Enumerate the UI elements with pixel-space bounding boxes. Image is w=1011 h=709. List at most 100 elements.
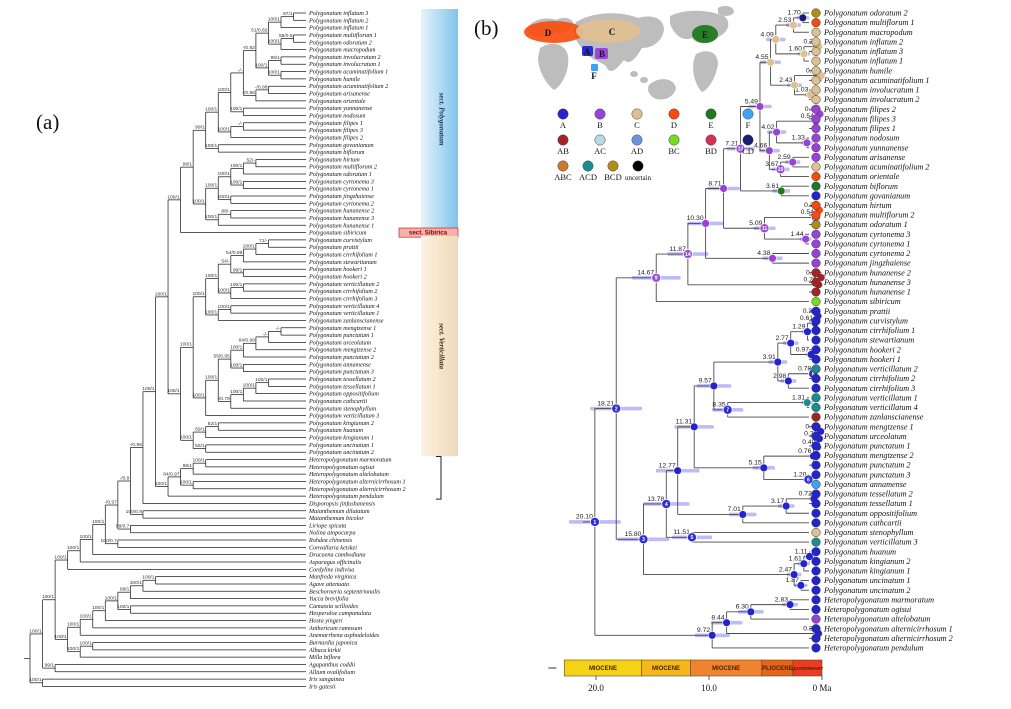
tip-dot [811, 412, 821, 422]
tip-label: Polygonatum punctatum 3 [308, 370, 374, 376]
legend-dot-C [631, 108, 643, 120]
support-value: 84/0.97 [163, 471, 180, 477]
tip-label: Polygonatum mengtzense 2 [823, 451, 914, 460]
tip-label: Polygonatum oppositifolium [823, 509, 917, 518]
legend-label-AC: AC [594, 146, 606, 156]
node-age-label: 15.80 [624, 531, 641, 538]
tip-dot [811, 422, 821, 432]
node-age-label: 1.33 [792, 135, 805, 142]
continent [538, 43, 569, 90]
tip-label: Polygonatum hookeri 2 [823, 345, 901, 354]
tree-a [24, 12, 306, 687]
tip-dot [811, 114, 821, 124]
support-value: 100/1 [92, 519, 105, 525]
support-value: 100/1 [230, 362, 243, 368]
support-value: 54/0.99 [226, 250, 243, 256]
support-value: 100/1 [67, 545, 80, 551]
tip-dot [811, 576, 821, 586]
node-dot [802, 138, 812, 148]
support-value: 100/0.7 [101, 538, 118, 544]
axis-tick-label: 20.0 [588, 683, 604, 693]
numbered-node [722, 404, 733, 415]
map-letter-E: E [702, 30, 708, 40]
tip-label: Polygonatum verticillatum 3 [823, 538, 918, 547]
tip-label: Polygonatum biflorum [823, 182, 898, 191]
tip-dot [811, 152, 821, 162]
panel-b-chronogram: 1.702.530.291.604.090.071.032.434.550.18… [524, 5, 953, 693]
tip-dot [811, 27, 821, 37]
tip-label: Heteropolygonatum ogisui [823, 605, 912, 614]
tip-dot [811, 489, 821, 499]
numbered-node [611, 403, 622, 414]
support-value: -/- [275, 326, 280, 332]
tip-dot [811, 431, 821, 441]
support-value: 88/- [221, 209, 230, 215]
tip-label: Polygonatum uncinatum 1 [308, 443, 374, 449]
legend-dot-uncertain [632, 160, 644, 172]
tip-dot [811, 402, 821, 412]
tip-label: Polygonatum urceolatum [823, 432, 907, 441]
tip-label: Polygonatum odoratum 1 [308, 172, 372, 178]
node-dot [801, 234, 810, 244]
support-value: 62/1 [208, 421, 218, 427]
node-age-label: 4.55 [755, 54, 768, 61]
tip-label: Heteropolygonatum altelobatum [308, 472, 389, 478]
tip-label: Polygonatum verticillatum 4 [823, 403, 918, 412]
node-age-label: 4.02 [761, 124, 774, 131]
tip-dot [811, 527, 821, 538]
region-B [595, 48, 608, 59]
node-age-label: 5.49 [745, 98, 758, 105]
support-value: 99/1 [195, 125, 205, 131]
legend-label-BC: BC [668, 146, 680, 156]
node-age-label: 1.44 [790, 231, 803, 238]
legend-dot-AC [594, 134, 606, 146]
tip-label: Polygonatum zanlanscianense [823, 413, 924, 422]
legend-dot-BCD [607, 160, 619, 172]
support-value: 69/1 [195, 426, 205, 432]
node-age-label: 3.61 [766, 183, 779, 190]
support-value: 99/1 [45, 663, 55, 669]
node-dot [803, 327, 812, 336]
node-age-label: 11.87 [669, 246, 686, 253]
epoch-label: PLIOCENE [762, 666, 793, 672]
tip-label: Agave attenuata [308, 582, 349, 588]
support-value: 96/1 [183, 463, 193, 469]
support-value: 54/- [221, 259, 230, 265]
tip-label: Polygonatum filipes 3 [823, 114, 896, 123]
tip-label: Polygonatum uncinatum 1 [823, 576, 910, 585]
world-map: A B C D E F [524, 5, 734, 100]
tip-dot [811, 450, 821, 461]
support-value: 58/0.7 [116, 523, 130, 529]
tip-label: Polygonatum multiflorum 1 [308, 32, 377, 39]
tip-dot [811, 75, 821, 85]
tip-label: Polygonatum kingianum 1 [308, 436, 374, 442]
tip-dot [811, 316, 821, 326]
tip-label: Polygonatum punctatum 1 [308, 333, 374, 339]
support-value: -/0.98 [255, 84, 268, 90]
node-dot [789, 20, 798, 30]
heteropolygonatum-bracket [436, 456, 442, 500]
support-value: 51/0.82 [251, 28, 268, 34]
section-label: sect. Verticillata [438, 322, 446, 369]
tip-label: Polygonatum tessellatum 2 [308, 377, 376, 383]
legend-dot-F [742, 108, 754, 120]
support-value: 100/1 [29, 628, 42, 634]
node-number: 8 [812, 372, 815, 378]
tip-label: Polygonatum kingianum 2 [823, 557, 910, 566]
node-age-label: 1.31 [792, 394, 805, 401]
node-age-label: 0.29 [803, 38, 816, 45]
tip-label: Polygonatum punctatum 3 [823, 470, 910, 479]
tip-label: Polygonatum annamense [823, 480, 907, 489]
numbered-node [651, 272, 662, 283]
node-age-label: 8.71 [708, 180, 721, 187]
map-letter-C: C [609, 27, 616, 37]
node-dot [788, 157, 797, 167]
tip-label: Polygonatum macropodum [823, 28, 913, 37]
node-age-label: 2.43 [779, 77, 792, 84]
support-value: -/0.96 [129, 442, 142, 448]
support-value: 100/1 [92, 605, 105, 611]
tip-label: Polygonatum hookeri 1 [823, 355, 901, 364]
support-value: 100/1 [268, 39, 281, 45]
numbered-node [803, 474, 814, 485]
tip-dot [811, 470, 821, 480]
